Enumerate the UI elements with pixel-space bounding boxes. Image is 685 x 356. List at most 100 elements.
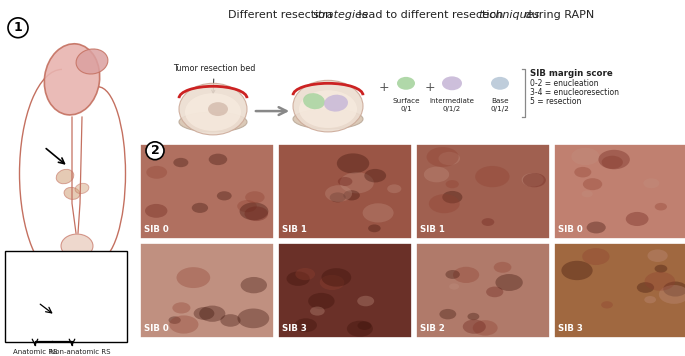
FancyBboxPatch shape [554,144,685,239]
Text: 0-2 = enucleation: 0-2 = enucleation [530,79,599,88]
FancyBboxPatch shape [140,144,274,239]
Text: SIB 3: SIB 3 [558,324,583,333]
Ellipse shape [286,272,310,286]
Ellipse shape [443,191,462,203]
Ellipse shape [482,218,495,226]
Ellipse shape [54,274,76,291]
Text: 0/1/2: 0/1/2 [490,106,510,112]
Ellipse shape [495,274,523,291]
Text: SIB 2: SIB 2 [420,324,445,333]
Ellipse shape [145,204,167,218]
Text: Non-anatomic RS: Non-anatomic RS [50,349,110,355]
Ellipse shape [599,150,630,169]
Text: SIB 0: SIB 0 [558,225,583,234]
Ellipse shape [299,90,357,128]
Ellipse shape [438,152,460,165]
Ellipse shape [295,318,317,332]
Ellipse shape [397,77,415,90]
Ellipse shape [179,112,247,132]
Ellipse shape [177,267,210,288]
Ellipse shape [659,285,685,304]
Ellipse shape [463,319,486,334]
Text: Surface: Surface [393,98,420,104]
Ellipse shape [571,148,599,165]
Text: SIB 0: SIB 0 [144,324,169,333]
Ellipse shape [601,156,623,169]
Text: 0/1: 0/1 [400,106,412,112]
Ellipse shape [491,77,509,90]
Ellipse shape [179,83,247,135]
FancyBboxPatch shape [5,251,127,342]
Text: during RAPN: during RAPN [521,10,595,20]
Ellipse shape [626,212,649,226]
Ellipse shape [240,202,269,220]
Ellipse shape [442,77,462,90]
Ellipse shape [45,44,100,115]
Ellipse shape [445,270,460,279]
Ellipse shape [337,153,369,173]
Text: Intermediate: Intermediate [429,98,475,104]
Text: SIB margin score: SIB margin score [530,69,613,78]
Ellipse shape [52,318,64,327]
Ellipse shape [321,268,351,287]
Ellipse shape [358,321,371,330]
Text: Base: Base [491,98,509,104]
Ellipse shape [368,224,381,232]
Ellipse shape [523,173,546,187]
Ellipse shape [645,296,656,303]
Ellipse shape [467,313,479,320]
Ellipse shape [655,265,667,273]
Ellipse shape [41,307,55,318]
Ellipse shape [439,309,456,319]
Ellipse shape [308,293,334,309]
Text: SIB 1: SIB 1 [282,225,307,234]
Ellipse shape [31,268,73,323]
Ellipse shape [340,172,374,193]
FancyBboxPatch shape [416,144,550,239]
Text: 2: 2 [151,144,160,157]
Ellipse shape [583,178,602,190]
Ellipse shape [169,315,199,334]
Ellipse shape [76,49,108,74]
Ellipse shape [343,190,360,200]
Ellipse shape [647,250,668,262]
Text: techniques: techniques [479,10,540,20]
Text: Different resection: Different resection [228,10,336,20]
Ellipse shape [582,190,593,197]
Circle shape [8,18,28,38]
Ellipse shape [64,187,80,199]
Text: 5 = resection: 5 = resection [530,97,582,106]
Ellipse shape [494,262,512,273]
Ellipse shape [586,221,606,234]
Text: strategies: strategies [313,10,369,20]
Ellipse shape [453,267,480,283]
Ellipse shape [429,194,460,213]
Ellipse shape [582,248,610,265]
Ellipse shape [601,301,613,308]
Ellipse shape [427,147,459,167]
Ellipse shape [663,282,685,297]
FancyBboxPatch shape [140,243,274,338]
Ellipse shape [238,309,269,328]
Ellipse shape [562,261,593,280]
Ellipse shape [199,305,225,322]
Text: 1: 1 [14,21,23,34]
Ellipse shape [643,178,660,188]
Ellipse shape [75,183,89,194]
Ellipse shape [217,191,232,200]
Ellipse shape [486,287,503,297]
Ellipse shape [574,167,591,177]
FancyBboxPatch shape [278,243,412,338]
Text: SIB 0: SIB 0 [144,225,169,234]
Ellipse shape [293,109,363,129]
Ellipse shape [473,320,497,336]
Ellipse shape [192,203,208,213]
Ellipse shape [208,102,228,116]
Ellipse shape [637,282,654,293]
Text: Tumor resection bed: Tumor resection bed [173,64,256,93]
Ellipse shape [173,302,190,314]
Ellipse shape [310,307,325,316]
Ellipse shape [522,173,544,187]
Ellipse shape [221,314,240,327]
Ellipse shape [475,166,510,187]
